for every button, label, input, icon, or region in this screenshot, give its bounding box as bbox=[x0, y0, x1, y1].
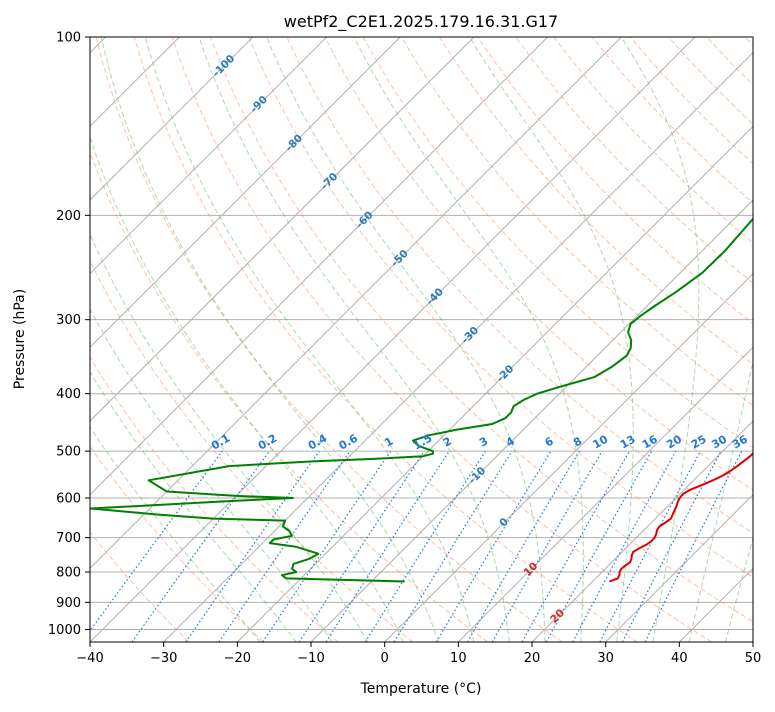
y-axis-title: Pressure (hPa) bbox=[12, 289, 28, 389]
isotherm-label: 30 bbox=[575, 654, 594, 673]
x-axis: −40 −30 −20 −10 0 10 20 30 40 50 bbox=[76, 642, 761, 666]
x-axis-title: Temperature (°C) bbox=[360, 681, 482, 697]
y-tick-label: 800 bbox=[56, 566, 81, 581]
x-tick-label: 50 bbox=[745, 651, 762, 666]
x-tick-label: 20 bbox=[524, 651, 541, 666]
x-tick-label: 40 bbox=[671, 651, 688, 666]
y-tick-label: 600 bbox=[56, 492, 81, 507]
y-tick-label: 900 bbox=[56, 596, 81, 611]
isotherm-line bbox=[753, 37, 775, 642]
x-tick-label: −30 bbox=[150, 651, 177, 666]
x-tick-label: −20 bbox=[224, 651, 251, 666]
x-tick-label: 30 bbox=[597, 651, 614, 666]
y-tick-label: 100 bbox=[56, 31, 81, 46]
y-tick-label: 500 bbox=[56, 445, 81, 460]
y-tick-label: 300 bbox=[56, 313, 81, 328]
y-tick-label: 1000 bbox=[48, 623, 81, 638]
isotherm-label: 40 bbox=[602, 701, 621, 708]
moist-adiabat-line bbox=[762, 37, 775, 642]
x-tick-label: −10 bbox=[297, 651, 324, 666]
y-tick-label: 400 bbox=[56, 387, 81, 402]
x-tick-label: −40 bbox=[76, 651, 103, 666]
y-tick-label: 700 bbox=[56, 531, 81, 546]
y-tick-label: 200 bbox=[56, 209, 81, 224]
x-tick-label: 10 bbox=[450, 651, 467, 666]
chart-title: wetPf2_C2E1.2025.179.16.31.G17 bbox=[284, 12, 558, 32]
y-axis: 100 200 300 400 500 600 700 800 900 1000 bbox=[48, 31, 90, 638]
x-tick-label: 0 bbox=[381, 651, 389, 666]
